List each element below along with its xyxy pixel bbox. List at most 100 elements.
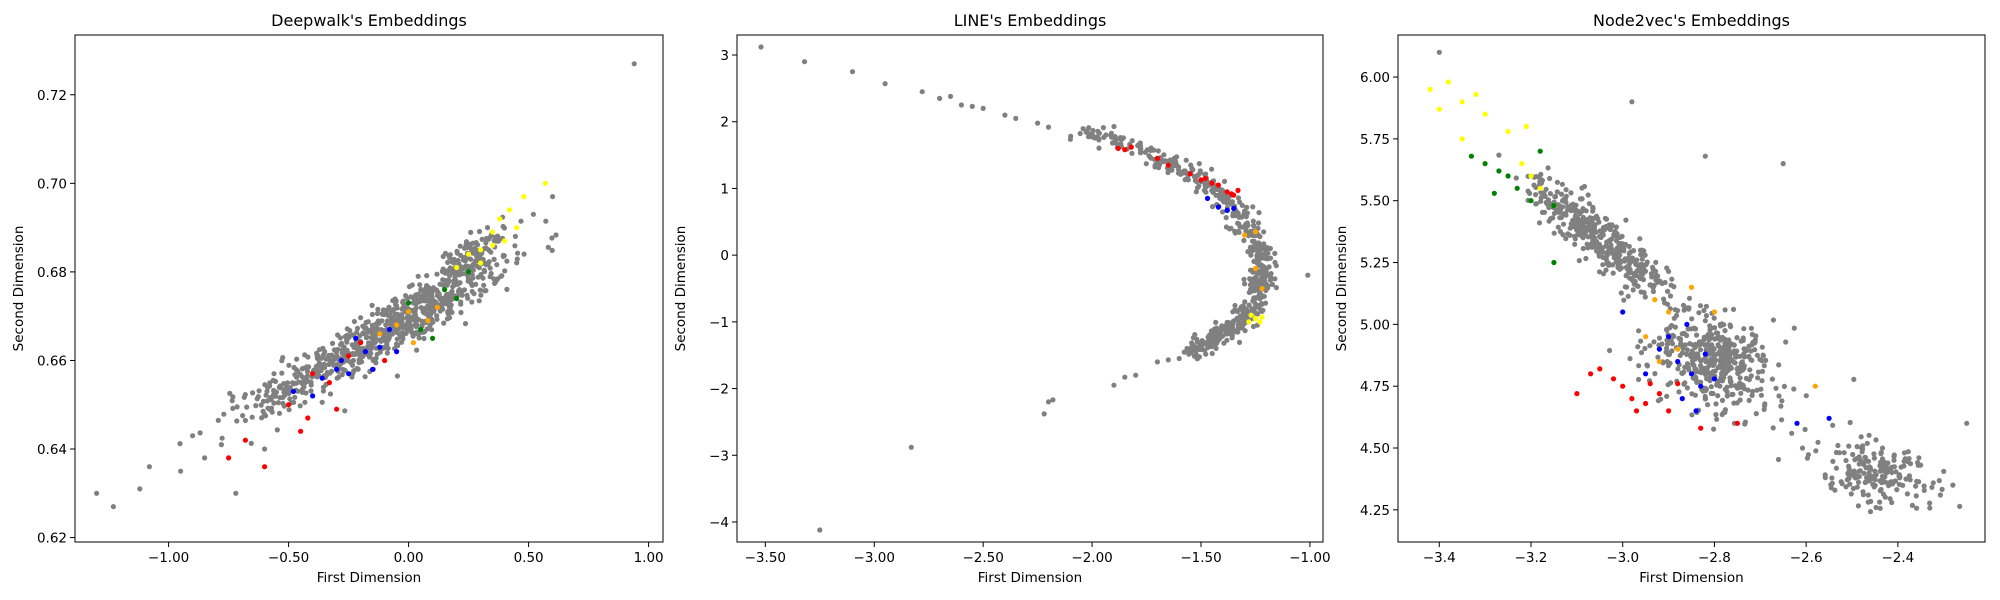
cloud-point	[362, 374, 368, 380]
cloud-point	[386, 312, 393, 318]
cloud-point	[1882, 494, 1888, 500]
cloud-point	[1713, 412, 1719, 418]
cloud-point	[1709, 342, 1715, 348]
y-tick-label: 2	[720, 115, 729, 131]
cloud-point	[1260, 279, 1266, 285]
data-point-blue	[310, 393, 316, 399]
cloud-point	[1545, 165, 1551, 171]
cloud-point	[336, 374, 342, 380]
cloud-point	[1873, 437, 1879, 443]
data-point-blue	[1643, 371, 1649, 377]
cloud-point	[1669, 341, 1676, 347]
y-tick-label: 5.25	[1360, 256, 1390, 272]
cloud-point	[1191, 173, 1197, 180]
data-point-red	[1209, 180, 1215, 186]
cloud-point	[1236, 229, 1242, 235]
cloud-point	[1586, 218, 1592, 224]
cloud-point	[350, 357, 356, 364]
cloud-point	[268, 396, 274, 403]
data-point-green	[1491, 190, 1497, 196]
data-point-red	[1629, 396, 1635, 402]
cloud-point	[1614, 257, 1620, 263]
cloud-point	[1586, 227, 1592, 233]
cloud-point	[481, 288, 487, 294]
cloud-point	[457, 271, 463, 277]
cloud-point	[1581, 183, 1588, 190]
cloud-point	[398, 334, 404, 340]
cloud-point	[410, 295, 416, 301]
data-point-green	[442, 287, 448, 293]
cloud-point	[1752, 347, 1758, 353]
cloud-point	[1708, 390, 1714, 396]
cloud-point	[1748, 325, 1754, 331]
cloud-point	[1575, 208, 1581, 214]
cloud-point	[1256, 270, 1262, 276]
cloud-point	[1552, 194, 1559, 200]
cloud-point	[1717, 383, 1723, 389]
data-point-blue	[1688, 371, 1695, 377]
cloud-point	[275, 400, 281, 406]
cloud-point	[1254, 294, 1260, 300]
data-point-blue	[394, 349, 400, 355]
cloud-point	[271, 391, 277, 397]
cloud-point	[1684, 332, 1690, 339]
cloud-point	[1856, 454, 1862, 460]
cloud-point	[281, 403, 287, 409]
cloud-point	[365, 329, 371, 335]
data-point-gray	[908, 444, 914, 450]
cloud-point	[1633, 261, 1639, 267]
cloud-point	[1741, 354, 1748, 360]
cloud-point	[299, 366, 305, 372]
cloud-point	[1213, 329, 1219, 335]
cloud-point	[1541, 209, 1548, 215]
cloud-point	[494, 262, 500, 268]
cloud-point	[1272, 259, 1278, 266]
x-tick-label: −1.50	[1180, 550, 1221, 566]
cloud-point	[1635, 344, 1641, 350]
data-point-orange	[1643, 334, 1649, 340]
x-tick-label: −3.2	[1515, 550, 1548, 566]
cloud-point	[1689, 412, 1695, 418]
cloud-point	[1170, 158, 1176, 164]
cloud-point	[267, 383, 273, 389]
cloud-point	[1687, 341, 1693, 347]
cloud-point	[463, 239, 470, 245]
cloud-point	[1554, 179, 1560, 185]
cloud-point	[1854, 444, 1860, 450]
cloud-point	[1630, 287, 1636, 293]
data-point-gray	[937, 95, 943, 101]
cloud-point	[1199, 338, 1205, 344]
cloud-point	[1692, 326, 1698, 332]
node2vec-y-axis-label: Second Dimension	[1334, 226, 1350, 352]
cloud-point	[363, 335, 369, 341]
cloud-point	[1232, 307, 1238, 313]
cloud-point	[1602, 215, 1608, 221]
data-point-gray	[947, 93, 954, 99]
cloud-point	[1610, 270, 1616, 276]
cloud-point	[459, 292, 465, 298]
cloud-point	[1594, 245, 1600, 251]
data-point-green	[1505, 173, 1511, 179]
cloud-point	[1692, 392, 1698, 398]
cloud-point	[1711, 315, 1717, 321]
cloud-point	[437, 308, 443, 314]
cloud-point	[1791, 386, 1797, 392]
cloud-point	[1894, 487, 1900, 493]
cloud-point	[354, 365, 360, 372]
cloud-point	[1665, 363, 1672, 369]
cloud-point	[441, 320, 447, 326]
cloud-point	[1889, 469, 1895, 476]
cloud-point	[1609, 246, 1615, 252]
cloud-point	[229, 398, 235, 404]
cloud-point	[1219, 333, 1226, 339]
data-point-yellow	[1459, 136, 1465, 142]
data-point-red	[1574, 391, 1580, 397]
data-point-gray	[969, 103, 975, 109]
cloud-point	[479, 236, 485, 242]
cloud-point	[1651, 339, 1657, 345]
cloud-point	[545, 244, 551, 250]
cloud-point	[1241, 237, 1247, 244]
y-tick-label: 1	[720, 181, 729, 197]
data-point-orange	[1656, 358, 1662, 365]
cloud-point	[1838, 479, 1844, 485]
